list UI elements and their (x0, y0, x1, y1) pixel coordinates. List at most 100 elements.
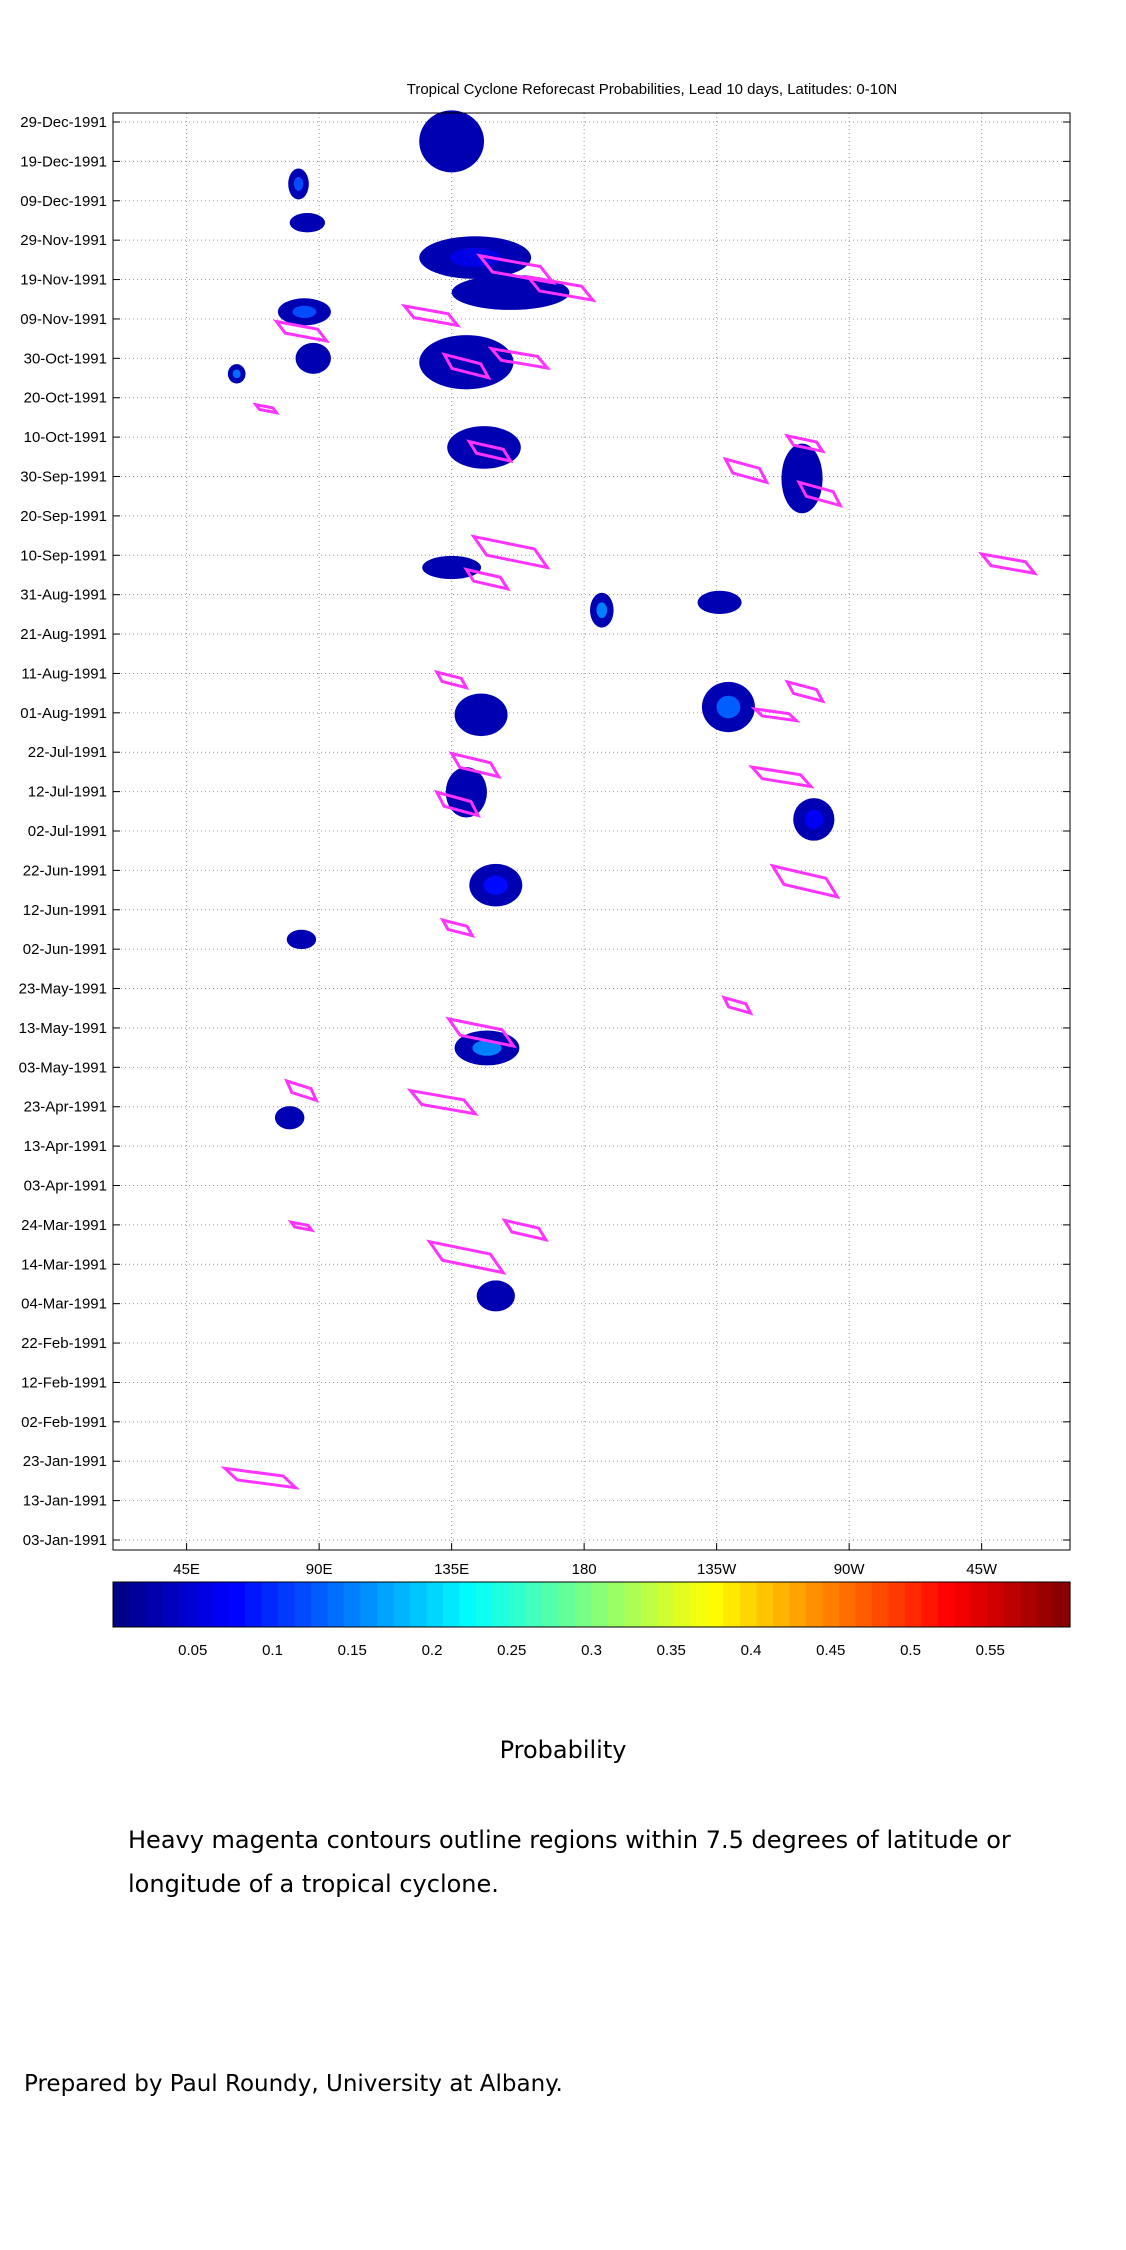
y-tick-label: 13-Apr-1991 (24, 1138, 107, 1155)
y-tick-label: 09-Dec-1991 (20, 193, 107, 210)
colorbar-swatch (954, 1582, 972, 1627)
y-tick-label: 22-Feb-1991 (21, 1335, 107, 1352)
y-tick-label: 13-May-1991 (19, 1020, 107, 1037)
colorbar-swatch (591, 1582, 609, 1627)
colorbar-swatch (608, 1582, 626, 1627)
probability-region (419, 110, 485, 173)
plot-background (113, 113, 1070, 1550)
probability-region (419, 335, 514, 390)
probability-core (804, 809, 824, 829)
probability-core (716, 695, 741, 719)
colorbar-swatch (179, 1582, 197, 1627)
y-tick-label: 03-Jan-1991 (23, 1532, 107, 1549)
caption: Heavy magenta contours outline regions w… (128, 1826, 1011, 1898)
colorbar-swatch (558, 1582, 576, 1627)
tc-contour (434, 789, 482, 818)
probability-core (293, 177, 304, 191)
colorbar-swatch (212, 1582, 230, 1627)
colorbar-swatch (113, 1582, 131, 1627)
colorbar-swatch (987, 1582, 1005, 1627)
y-tick-label: 23-Apr-1991 (24, 1099, 107, 1116)
tc-contour (439, 917, 476, 938)
y-tick-label: 03-May-1991 (19, 1059, 107, 1076)
colorbar-tick-label: 0.45 (816, 1642, 845, 1659)
colorbar-swatch (162, 1582, 180, 1627)
colorbar-swatch (509, 1582, 527, 1627)
colorbar-swatch (228, 1582, 246, 1627)
tc-contour (448, 751, 502, 780)
y-tick-label: 23-May-1991 (19, 981, 107, 998)
y-tick-label: 22-Jun-1991 (23, 862, 107, 879)
tc-contour (252, 402, 280, 415)
colorbar-swatch (1037, 1582, 1055, 1627)
probability-core (232, 369, 241, 379)
probability-region (286, 929, 317, 950)
colorbar-swatch (855, 1582, 873, 1627)
colorbar-swatch (789, 1582, 807, 1627)
colorbar-tick-label: 0.05 (178, 1642, 207, 1659)
y-tick-label: 22-Jul-1991 (28, 744, 107, 761)
y-tick-label: 21-Aug-1991 (20, 626, 107, 643)
y-tick-label: 14-Mar-1991 (21, 1256, 107, 1273)
probability-region (697, 590, 742, 615)
y-tick-label: 13-Jan-1991 (23, 1493, 107, 1510)
probability-core (292, 305, 317, 318)
y-tick-label: 12-Feb-1991 (21, 1374, 107, 1391)
colorbar-swatch (773, 1582, 791, 1627)
probability-region (781, 443, 823, 514)
colorbar-tick-label: 0.35 (657, 1642, 686, 1659)
y-tick-label: 10-Oct-1991 (24, 429, 107, 446)
tc-contour (466, 439, 514, 464)
colorbar-swatch (641, 1582, 659, 1627)
tc-contour (445, 1016, 517, 1049)
colorbar-swatch (740, 1582, 758, 1627)
colorbar-swatch (245, 1582, 263, 1627)
colorbar-swatch (525, 1582, 543, 1627)
colorbar-swatch (756, 1582, 774, 1627)
tc-contour (487, 346, 552, 371)
colorbar-swatch (410, 1582, 428, 1627)
colorbar-swatch (624, 1582, 642, 1627)
colorbar-swatch (542, 1582, 560, 1627)
y-tick-label: 04-Mar-1991 (21, 1296, 107, 1313)
colorbar-swatch (575, 1582, 593, 1627)
y-tick-label: 24-Mar-1991 (21, 1217, 107, 1234)
colorbar-swatch (822, 1582, 840, 1627)
colorbar-swatch (327, 1582, 345, 1627)
colorbar-swatch (459, 1582, 477, 1627)
colorbar-swatch (377, 1582, 395, 1627)
colorbar-swatch (971, 1582, 989, 1627)
x-tick-label: 90W (834, 1561, 866, 1578)
y-tick-label: 20-Oct-1991 (24, 390, 107, 407)
y-tick-label: 11-Aug-1991 (21, 665, 107, 682)
colorbar: 0.05 0.1 0.15 0.2 0.25 0.3 0.35 0.4 0.45 0.5 0.55 (112, 1581, 1071, 1659)
tc-contour (406, 1088, 479, 1116)
colorbar-tick-label: 0.25 (497, 1642, 526, 1659)
tc-contour (796, 479, 844, 508)
colorbar-tick-label: 0.55 (976, 1642, 1005, 1659)
tc-contour (721, 995, 754, 1016)
tc-contour (287, 1219, 316, 1233)
probability-region (274, 1106, 305, 1130)
tc-contour (400, 303, 462, 328)
y-tick-label: 12-Jun-1991 (23, 902, 107, 919)
y-tick-label: 29-Nov-1991 (20, 232, 107, 249)
colorbar-swatch (426, 1582, 444, 1627)
y-tick-label: 29-Dec-1991 (20, 114, 107, 131)
colorbar-swatch (839, 1582, 857, 1627)
colorbar-swatch (476, 1582, 494, 1627)
y-tick-label: 31-Aug-1991 (20, 587, 107, 604)
tc-contour (501, 1218, 550, 1243)
colorbar-swatch (443, 1582, 461, 1627)
colorbar-frame (112, 1581, 1071, 1628)
y-tick-label: 03-Apr-1991 (24, 1178, 107, 1195)
probability-core (483, 875, 508, 895)
tc-contour (784, 433, 826, 454)
y-tick-label: 19-Nov-1991 (20, 272, 107, 289)
tc-contour (426, 1239, 507, 1275)
tc-contour (272, 319, 331, 344)
tc-contour (284, 1078, 319, 1103)
y-tick-label: 23-Jan-1991 (23, 1453, 107, 1470)
y-tick-label: 09-Nov-1991 (20, 311, 107, 328)
